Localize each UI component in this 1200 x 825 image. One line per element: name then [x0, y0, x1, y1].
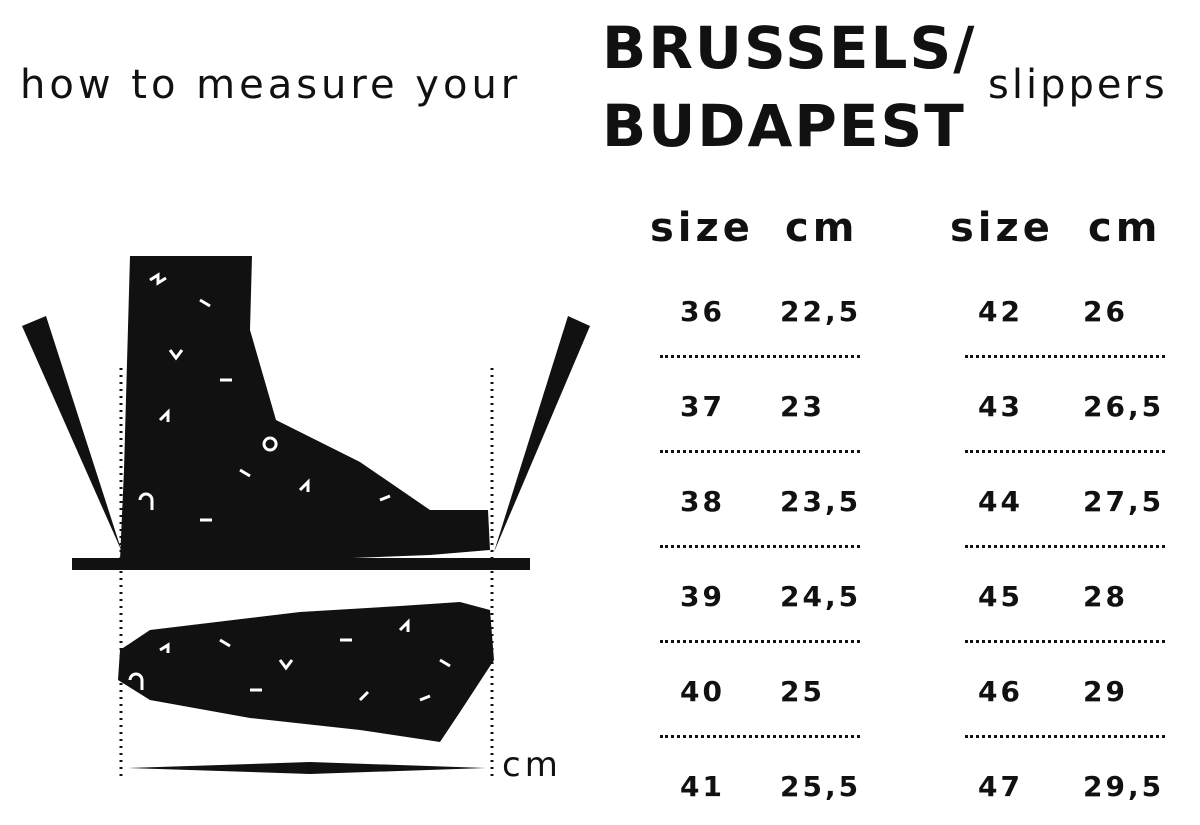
cm-cell: 27,5	[1083, 485, 1165, 518]
row-divider	[965, 640, 1165, 643]
cm-cell: 23,5	[780, 485, 862, 518]
cm-cell: 25	[780, 675, 825, 708]
measure-illustration	[22, 256, 590, 778]
header-size: size	[650, 205, 754, 251]
cm-cell: 29	[1083, 675, 1128, 708]
header-cm: cm	[785, 205, 859, 251]
brand-line-1: BRUSSELS/	[602, 14, 977, 82]
row-divider	[660, 450, 860, 453]
unit-label: cm	[502, 745, 562, 785]
size-cell: 46	[978, 675, 1023, 708]
row-divider	[660, 640, 860, 643]
row-divider	[660, 355, 860, 358]
ruler-icon	[128, 762, 486, 774]
header-cm: cm	[1088, 205, 1162, 251]
foot-side-icon	[120, 256, 490, 560]
title-lead: how to measure your	[20, 62, 522, 108]
cm-cell: 22,5	[780, 295, 862, 328]
cm-cell: 26	[1083, 295, 1128, 328]
size-cell: 43	[978, 390, 1023, 423]
row-divider	[965, 355, 1165, 358]
cm-cell: 24,5	[780, 580, 862, 613]
cm-cell: 28	[1083, 580, 1128, 613]
size-cell: 37	[680, 390, 725, 423]
row-divider	[660, 735, 860, 738]
row-divider	[965, 450, 1165, 453]
brand-line-2: BUDAPEST	[602, 92, 966, 160]
foot-top-icon	[118, 602, 494, 742]
title-tail: slippers	[988, 62, 1168, 108]
size-cell: 41	[680, 770, 725, 803]
cm-cell: 29,5	[1083, 770, 1165, 803]
cm-cell: 25,5	[780, 770, 862, 803]
size-cell: 47	[978, 770, 1023, 803]
pattern	[128, 272, 451, 702]
floor-line	[72, 558, 530, 570]
row-divider	[965, 545, 1165, 548]
size-cell: 45	[978, 580, 1023, 613]
row-divider	[965, 735, 1165, 738]
size-cell: 40	[680, 675, 725, 708]
size-cell: 44	[978, 485, 1023, 518]
size-cell: 39	[680, 580, 725, 613]
header-size: size	[950, 205, 1054, 251]
pencil-icon	[22, 316, 122, 552]
size-cell: 38	[680, 485, 725, 518]
size-cell: 42	[978, 295, 1023, 328]
cm-cell: 26,5	[1083, 390, 1165, 423]
cm-cell: 23	[780, 390, 825, 423]
pencil-icon	[494, 316, 590, 552]
size-cell: 36	[680, 295, 725, 328]
row-divider	[660, 545, 860, 548]
